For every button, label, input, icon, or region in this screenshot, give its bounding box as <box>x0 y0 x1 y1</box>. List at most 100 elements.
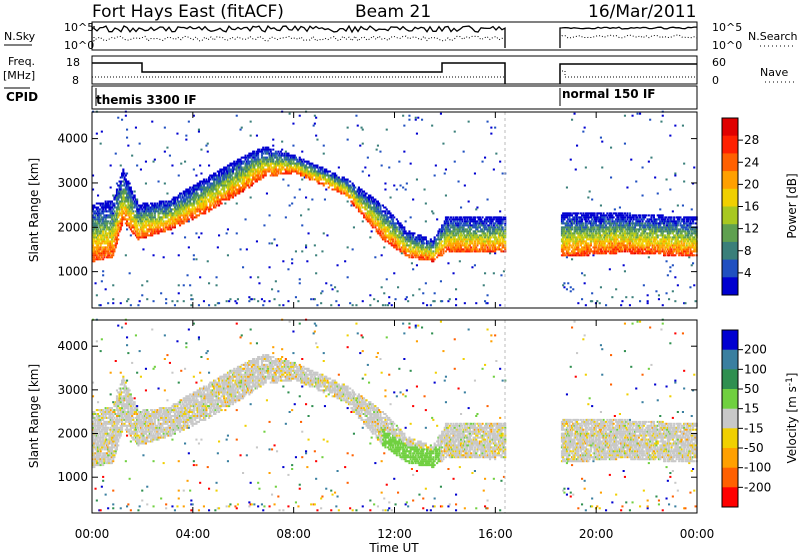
power-cell <box>393 230 396 233</box>
power-cell <box>182 222 185 225</box>
power-cell <box>460 240 463 243</box>
power-cell <box>236 188 239 191</box>
power-cell <box>356 200 359 203</box>
power-cell <box>182 214 185 217</box>
power-cell <box>228 170 231 173</box>
power-cell <box>200 212 203 215</box>
power-cell <box>146 208 149 211</box>
power-cell <box>276 156 279 159</box>
power-cell <box>502 240 505 243</box>
power-cell <box>200 180 203 183</box>
power-cell <box>148 216 151 219</box>
power-cell <box>129 214 132 217</box>
power-cell <box>441 224 444 227</box>
power-cell <box>236 166 239 169</box>
power-cell <box>265 156 268 159</box>
power-cell <box>364 208 367 211</box>
power-cell <box>436 234 439 237</box>
power-cell <box>374 218 377 221</box>
power-cell <box>574 242 577 245</box>
power-cell <box>426 250 429 253</box>
power-cell <box>355 198 358 201</box>
power-cell <box>226 168 229 171</box>
power-cell <box>253 178 256 181</box>
power-cell <box>110 256 113 259</box>
power-cell <box>210 196 213 199</box>
power-cell <box>444 228 447 231</box>
power-cell <box>321 182 324 185</box>
power-cell <box>489 250 492 253</box>
power-cell <box>565 214 568 217</box>
power-cell <box>581 252 584 255</box>
power-cell <box>242 174 245 177</box>
power-cell <box>219 180 222 183</box>
power-cell <box>431 210 434 213</box>
power-cell <box>305 160 308 163</box>
power-cell <box>223 188 226 191</box>
power-cell <box>577 302 580 305</box>
power-cell <box>108 222 111 225</box>
power-cell <box>389 226 392 229</box>
power-cell <box>123 172 126 175</box>
power-cell <box>92 236 95 239</box>
power-cell <box>563 232 566 235</box>
power-cell <box>202 300 205 303</box>
power-cell <box>460 226 463 229</box>
power-cell <box>316 176 319 179</box>
power-cell <box>393 246 396 249</box>
power-cell <box>374 198 377 201</box>
power-cell <box>109 230 112 233</box>
power-cell <box>112 224 115 227</box>
power-cell <box>312 164 315 167</box>
power-cell <box>152 220 155 223</box>
power-cell <box>567 222 570 225</box>
power-cell <box>94 250 97 253</box>
power-cell <box>300 166 303 169</box>
power-cell <box>93 256 96 259</box>
power-cell <box>104 220 107 223</box>
power-cell <box>388 212 391 215</box>
power-cell <box>168 228 171 231</box>
power-cell <box>481 250 484 253</box>
power-cell <box>278 156 281 159</box>
power-cell <box>317 178 320 181</box>
power-cell <box>274 168 277 171</box>
power-cell <box>230 174 233 177</box>
power-cell <box>176 210 179 213</box>
power-cell <box>98 226 101 229</box>
power-cell <box>277 154 280 157</box>
power-cell <box>413 250 416 253</box>
power-cell <box>565 242 568 245</box>
power-cell <box>576 242 579 245</box>
power-cell <box>103 248 106 251</box>
power-cell <box>100 250 103 253</box>
power-cell <box>128 212 131 215</box>
power-cell <box>92 256 95 259</box>
power-cell <box>117 196 120 199</box>
power-cell <box>305 172 308 175</box>
power-cell <box>136 202 139 205</box>
power-cell <box>303 176 306 179</box>
power-cell <box>471 224 474 227</box>
power-cell <box>161 216 164 219</box>
power-cell <box>98 250 101 253</box>
power-cell <box>263 156 266 159</box>
power-cell <box>156 222 159 225</box>
power-cell <box>457 228 460 231</box>
power-cell <box>586 242 589 245</box>
power-cell <box>260 164 263 167</box>
power-cell <box>494 248 497 251</box>
power-cell <box>142 214 145 217</box>
power-cell <box>288 172 291 175</box>
power-cell <box>444 246 447 249</box>
power-cell <box>477 216 480 219</box>
power-cell <box>206 190 209 193</box>
power-cell <box>175 202 178 205</box>
power-cell <box>205 186 208 189</box>
power-cell <box>228 198 231 201</box>
power-cell <box>250 162 253 165</box>
power-cell <box>439 238 442 241</box>
power-cell <box>173 206 176 209</box>
power-cell <box>153 216 156 219</box>
power-cell <box>408 240 411 243</box>
